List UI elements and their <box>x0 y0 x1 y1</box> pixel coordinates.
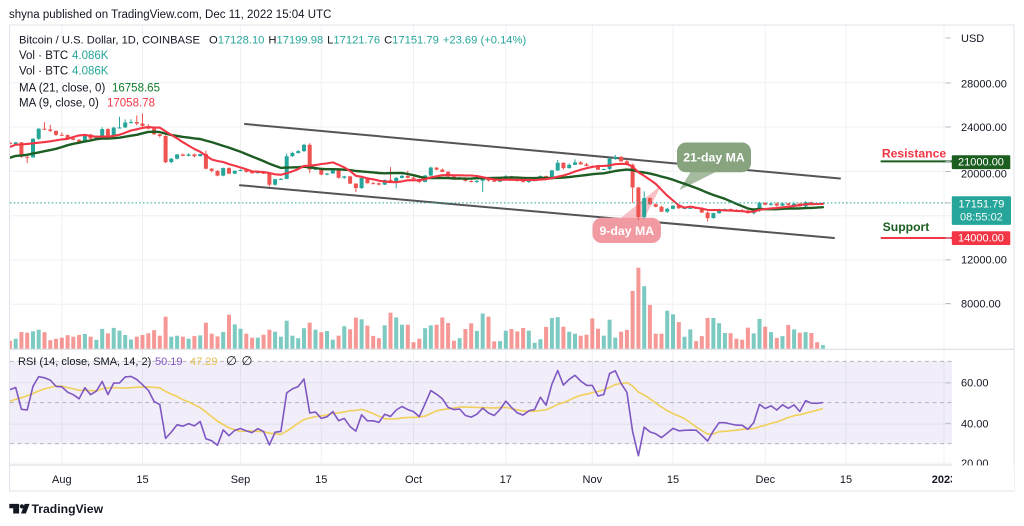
svg-text:Aug: Aug <box>52 474 72 486</box>
svg-text:Oct: Oct <box>405 474 422 486</box>
svg-text:2023: 2023 <box>932 474 956 486</box>
svg-text:17: 17 <box>500 474 512 486</box>
svg-text:9-day MA: 9-day MA <box>599 224 654 238</box>
svg-text:28000.00: 28000.00 <box>961 79 1007 91</box>
svg-text:Sep: Sep <box>231 474 251 486</box>
svg-text:24000.00: 24000.00 <box>961 122 1007 134</box>
svg-text:21000.00: 21000.00 <box>958 157 1004 169</box>
svg-text:08:55:02: 08:55:02 <box>960 212 1003 224</box>
svg-text:RSI (14, close, SMA, 14, 2)50.: RSI (14, close, SMA, 14, 2) 50.19 47.29 ∅ ∅ <box>18 354 253 368</box>
svg-text:MA (9, close, 0)17058.78: MA (9, close, 0) 17058.78 <box>19 98 155 110</box>
svg-text:USD: USD <box>961 33 984 45</box>
svg-text:Nov: Nov <box>583 474 603 486</box>
svg-text:15: 15 <box>840 474 852 486</box>
svg-text:TradingView: TradingView <box>32 502 104 516</box>
svg-text:MA (21, close, 0)16758.65: MA (21, close, 0) 16758.65 <box>19 82 160 94</box>
svg-text:17151.79: 17151.79 <box>958 198 1004 210</box>
svg-text:shyna published on TradingView: shyna published on TradingView.com, Dec … <box>9 9 331 21</box>
svg-text:Bitcoin / U.S. Dollar, 1D, COI: Bitcoin / U.S. Dollar, 1D, COINBASE O171… <box>19 34 526 46</box>
svg-text:Dec: Dec <box>756 474 776 486</box>
svg-text:60.00: 60.00 <box>961 378 989 390</box>
svg-text:20000.00: 20000.00 <box>961 168 1007 180</box>
svg-text:Resistance: Resistance <box>882 147 947 161</box>
svg-text:15: 15 <box>667 474 679 486</box>
svg-text:8000.00: 8000.00 <box>961 298 1001 310</box>
svg-text:15: 15 <box>136 474 148 486</box>
svg-text:15: 15 <box>315 474 327 486</box>
svg-text:12000.00: 12000.00 <box>961 255 1007 267</box>
svg-text:40.00: 40.00 <box>961 418 989 430</box>
svg-text:Support: Support <box>883 220 930 234</box>
svg-text:14000.00: 14000.00 <box>958 233 1004 245</box>
svg-text:21-day MA: 21-day MA <box>683 151 745 165</box>
